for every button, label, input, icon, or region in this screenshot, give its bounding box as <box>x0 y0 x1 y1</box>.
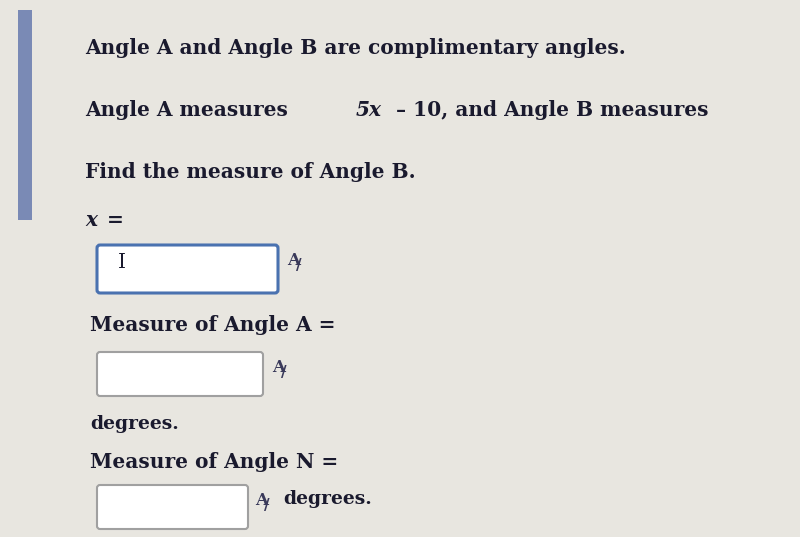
Text: Angle A and Angle B are complimentary angles.: Angle A and Angle B are complimentary an… <box>85 38 626 58</box>
Text: /: / <box>281 365 286 380</box>
FancyBboxPatch shape <box>97 245 278 293</box>
Text: Angle A measures: Angle A measures <box>85 100 295 120</box>
Text: =: = <box>101 210 124 230</box>
Text: Measure of Angle A =: Measure of Angle A = <box>90 315 335 335</box>
Bar <box>18 10 32 220</box>
Text: Find the measure of Angle B.: Find the measure of Angle B. <box>85 162 416 182</box>
Text: I: I <box>118 253 126 272</box>
FancyBboxPatch shape <box>97 352 263 396</box>
FancyBboxPatch shape <box>97 485 248 529</box>
Text: degrees.: degrees. <box>90 415 178 433</box>
Text: degrees.: degrees. <box>283 490 372 508</box>
Text: 5x: 5x <box>356 100 382 120</box>
Text: /: / <box>296 258 302 273</box>
Text: – 10, and Angle B measures: – 10, and Angle B measures <box>390 100 716 120</box>
Text: /: / <box>264 498 270 513</box>
Text: Measure of Angle N =: Measure of Angle N = <box>90 452 338 472</box>
Text: A: A <box>272 359 285 376</box>
Text: A: A <box>255 492 268 509</box>
Text: x: x <box>85 210 97 230</box>
Text: A: A <box>287 252 300 269</box>
